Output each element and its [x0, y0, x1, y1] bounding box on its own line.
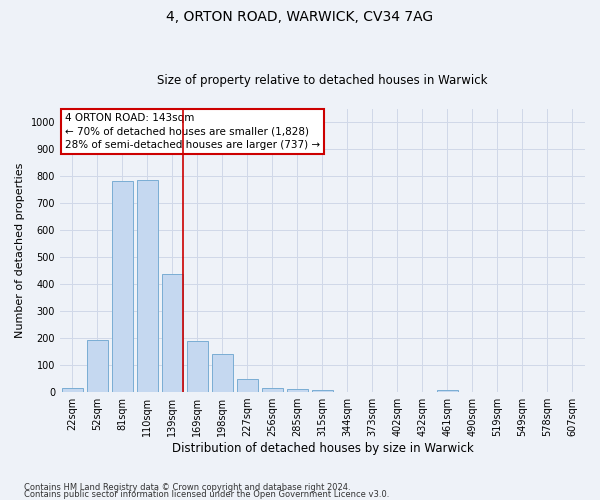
Bar: [287, 390, 308, 392]
Title: Size of property relative to detached houses in Warwick: Size of property relative to detached ho…: [157, 74, 488, 87]
Bar: [62, 388, 83, 392]
X-axis label: Distribution of detached houses by size in Warwick: Distribution of detached houses by size …: [172, 442, 473, 455]
Bar: [237, 378, 258, 392]
Bar: [437, 390, 458, 392]
Bar: [212, 354, 233, 392]
Bar: [87, 340, 108, 392]
Y-axis label: Number of detached properties: Number of detached properties: [15, 163, 25, 338]
Bar: [112, 181, 133, 392]
Bar: [162, 274, 183, 392]
Text: 4, ORTON ROAD, WARWICK, CV34 7AG: 4, ORTON ROAD, WARWICK, CV34 7AG: [166, 10, 434, 24]
Bar: [187, 341, 208, 392]
Bar: [312, 390, 333, 392]
Text: Contains public sector information licensed under the Open Government Licence v3: Contains public sector information licen…: [24, 490, 389, 499]
Bar: [137, 180, 158, 392]
Text: Contains HM Land Registry data © Crown copyright and database right 2024.: Contains HM Land Registry data © Crown c…: [24, 484, 350, 492]
Bar: [262, 388, 283, 392]
Text: 4 ORTON ROAD: 143sqm
← 70% of detached houses are smaller (1,828)
28% of semi-de: 4 ORTON ROAD: 143sqm ← 70% of detached h…: [65, 113, 320, 150]
